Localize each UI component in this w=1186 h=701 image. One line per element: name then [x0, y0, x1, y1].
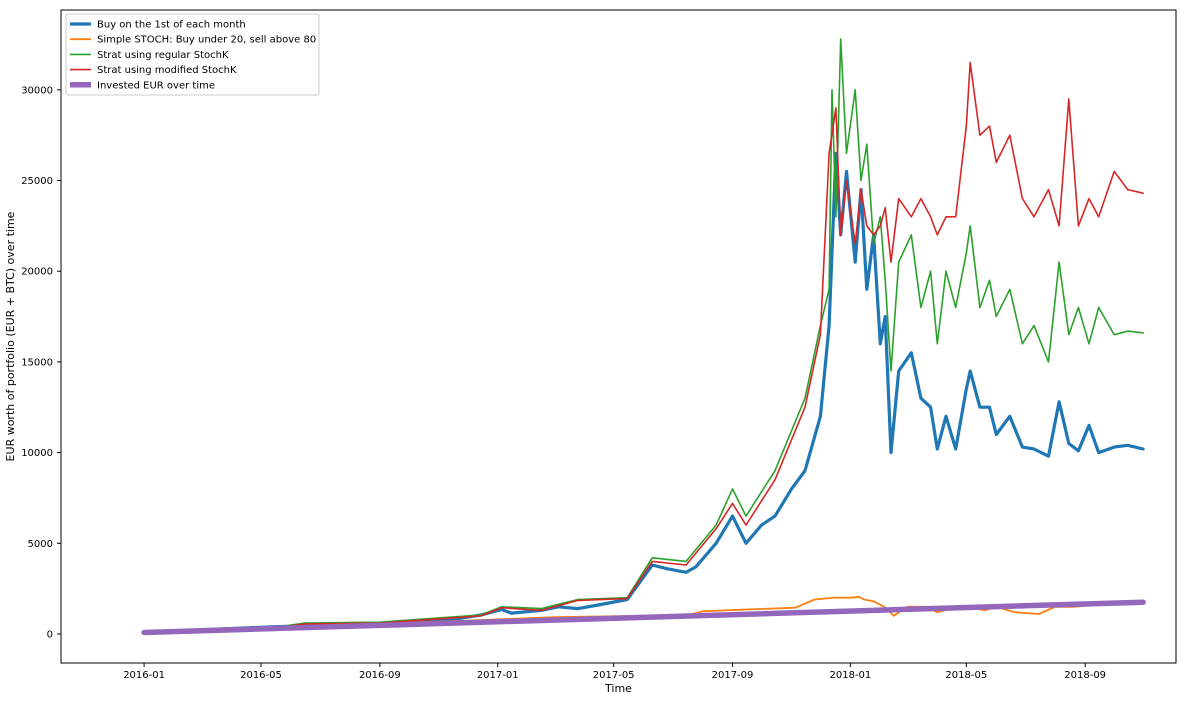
- y-axis-label: EUR worth of portfolio (EUR + BTC) over …: [4, 211, 17, 461]
- x-tick-label: 2018-05: [945, 670, 987, 681]
- y-tick-label: 10000: [21, 448, 53, 459]
- y-tick-label: 0: [47, 629, 53, 640]
- series-line-4: [143, 61, 1144, 634]
- y-tick-label: 5000: [28, 539, 53, 550]
- legend: Buy on the 1st of each month Simple STOCH…: [65, 13, 320, 96]
- x-tick-label: 2018-09: [1064, 670, 1106, 681]
- series-line-3: [143, 38, 1144, 634]
- axes-frame: [60, 9, 1177, 664]
- legend-label: Buy on the 1st of each month: [97, 20, 246, 31]
- series-line-1: [142, 151, 1145, 635]
- legend-box: [65, 13, 320, 96]
- legend-label: Invested EUR over time: [97, 80, 215, 91]
- x-tick-label: 2016-09: [359, 670, 401, 681]
- x-axis-label: Time: [604, 682, 632, 695]
- y-tick-label: 30000: [21, 85, 53, 96]
- y-axis: 0 5000 10000 15000 20000 25000 30000: [21, 85, 61, 640]
- x-tick-label: 2016-01: [123, 670, 165, 681]
- x-tick-label: 2018-01: [829, 670, 871, 681]
- y-tick-label: 25000: [21, 176, 53, 187]
- legend-label: Simple STOCH: Buy under 20, sell above 8…: [97, 35, 316, 46]
- y-tick-label: 15000: [21, 357, 53, 368]
- x-tick-label: 2017-09: [712, 670, 754, 681]
- y-tick-label: 20000: [21, 267, 53, 278]
- x-tick-label: 2017-05: [593, 670, 635, 681]
- x-tick-label: 2016-05: [240, 670, 282, 681]
- x-axis: 2016-01 2016-05 2016-09 2017-01 2017-05 2017-…: [123, 663, 1106, 681]
- x-tick-label: 2017-01: [477, 670, 519, 681]
- legend-label: Strat using modified StochK: [97, 65, 237, 76]
- legend-label: Strat using regular StochK: [97, 50, 229, 61]
- series-layer: [141, 38, 1146, 636]
- series-line-5: [141, 599, 1146, 636]
